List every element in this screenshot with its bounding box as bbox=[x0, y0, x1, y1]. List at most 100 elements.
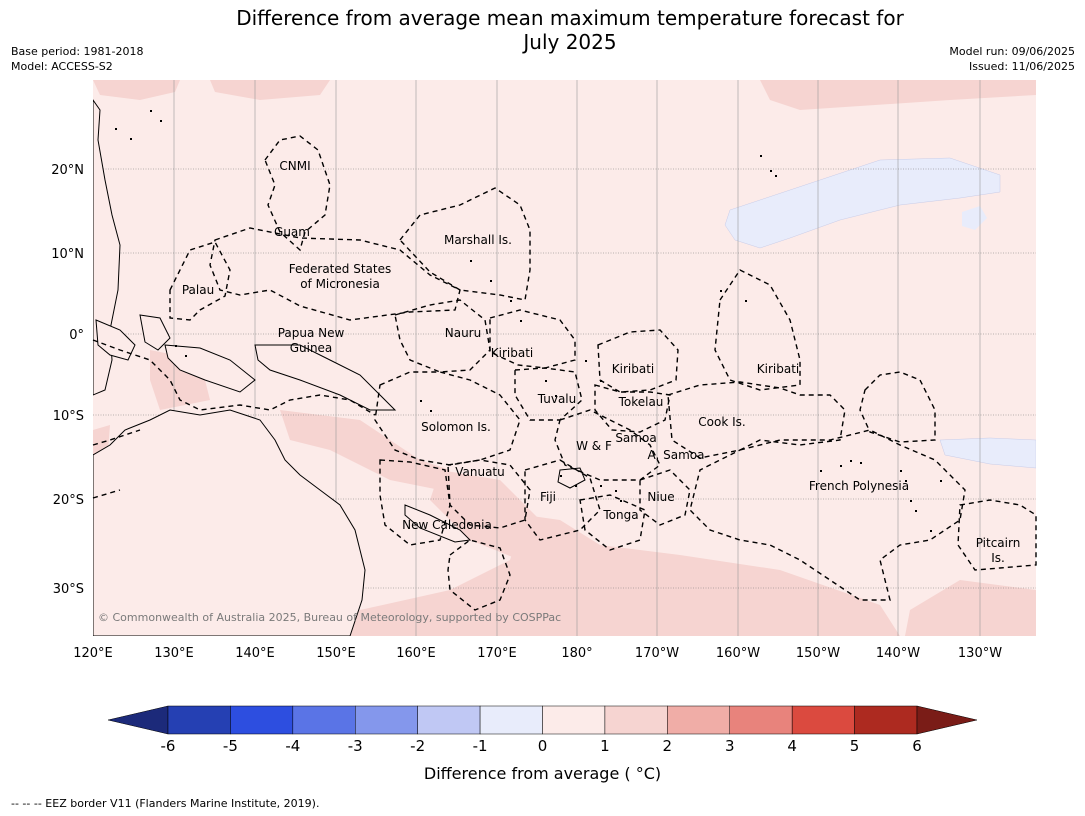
island-dot bbox=[130, 138, 132, 140]
longitude-tick-label: 140°W bbox=[876, 646, 920, 661]
footnote: -- -- -- EEZ border V11 (Flanders Marine… bbox=[11, 797, 320, 810]
longitude-tick-label: 170°W bbox=[635, 646, 679, 661]
latitude-tick-label: 0° bbox=[69, 328, 84, 343]
copyright-text: © Commonwealth of Australia 2025, Bureau… bbox=[98, 611, 561, 624]
colorbar-tick-label: 4 bbox=[787, 737, 797, 755]
longitude-labels: 120°E 130°E 140°E 150°E 160°E 170°E 180° 170°W 1… bbox=[73, 646, 1002, 661]
longitude-tick-label: 160°W bbox=[716, 646, 760, 661]
island-dot bbox=[915, 510, 917, 512]
colorbar-segment bbox=[479, 705, 543, 735]
colorbar-tick-label: 5 bbox=[850, 737, 860, 755]
island-dot bbox=[850, 460, 852, 462]
island-dot bbox=[905, 480, 907, 482]
region-label: Marshall Is. bbox=[444, 233, 512, 247]
longitude-tick-label: 140°E bbox=[235, 646, 275, 661]
region-label: of Micronesia bbox=[300, 277, 380, 291]
colorbar-tick-label: -6 bbox=[161, 737, 176, 755]
colorbar-tick-label: 6 bbox=[912, 737, 922, 755]
colorbar-segment bbox=[604, 705, 668, 735]
region-label: New Caledonia bbox=[402, 518, 492, 532]
region-label: Guam bbox=[274, 225, 310, 239]
region-label: Kiribati bbox=[757, 362, 799, 376]
island-dot bbox=[555, 395, 557, 397]
coastlines bbox=[93, 99, 586, 636]
chart-title: Difference from average mean maximum tem… bbox=[0, 6, 1085, 54]
title-line-2: July 2025 bbox=[523, 30, 617, 54]
island-dot bbox=[520, 320, 522, 322]
island-dot bbox=[160, 120, 162, 122]
island-dot bbox=[175, 345, 177, 347]
island-dot bbox=[930, 530, 932, 532]
region-label: Federated States bbox=[289, 262, 391, 276]
island-dot bbox=[600, 485, 602, 487]
meta-right: Model run: 09/06/2025 Issued: 11/06/2025 bbox=[949, 44, 1075, 74]
islands bbox=[115, 110, 942, 532]
colorbar-tick-label: -5 bbox=[223, 737, 238, 755]
region-label: Samoa bbox=[615, 431, 656, 445]
island-dot bbox=[115, 128, 117, 130]
island-dot bbox=[775, 175, 777, 177]
region-label: Vanuatu bbox=[455, 465, 505, 479]
colorbar-segment bbox=[542, 705, 606, 735]
model-run: Model run: 09/06/2025 bbox=[949, 45, 1075, 58]
colorbar-segment bbox=[167, 705, 231, 735]
eez-borders bbox=[92, 135, 1037, 611]
region-label: Kiribati bbox=[612, 362, 654, 376]
region-label: Is. bbox=[991, 551, 1005, 565]
region-label: A. Samoa bbox=[648, 448, 705, 462]
colorbar-tick-label: -1 bbox=[473, 737, 488, 755]
region-label: Guinea bbox=[290, 341, 333, 355]
colorbar-segment bbox=[791, 705, 855, 735]
island-dot bbox=[900, 470, 902, 472]
colorbar-segment bbox=[667, 705, 730, 735]
colorbar-tick-label: -4 bbox=[285, 737, 300, 755]
colorbar-over-triangle bbox=[916, 705, 978, 735]
latitude-tick-label: 30°S bbox=[53, 582, 84, 597]
region-label: Tonga bbox=[602, 508, 638, 522]
island-dot bbox=[615, 490, 617, 492]
colorbar-tick-label: 2 bbox=[663, 737, 673, 755]
issued-date: Issued: 11/06/2025 bbox=[968, 60, 1075, 73]
region-label: Niue bbox=[647, 490, 674, 504]
longitude-tick-label: 130°W bbox=[958, 646, 1002, 661]
colorbar-segment bbox=[292, 705, 356, 735]
latitude-tick-label: 20°S bbox=[53, 493, 84, 508]
colorbar-tick-label: -2 bbox=[410, 737, 425, 755]
island-dot bbox=[560, 475, 562, 477]
region-label: Nauru bbox=[445, 326, 481, 340]
island-dot bbox=[760, 155, 762, 157]
longitude-tick-label: 150°W bbox=[796, 646, 840, 661]
longitude-tick-label: 170°E bbox=[477, 646, 517, 661]
island-dot bbox=[470, 260, 472, 262]
longitude-tick-label: 160°E bbox=[396, 646, 436, 661]
colorbar-segment bbox=[355, 705, 418, 735]
region-label: Papua New bbox=[278, 326, 345, 340]
region-label: Pitcairn bbox=[976, 536, 1021, 550]
region-label: W & F bbox=[576, 439, 612, 453]
island-dot bbox=[490, 280, 492, 282]
island-dot bbox=[185, 355, 187, 357]
meta-left: Base period: 1981-2018 Model: ACCESS-S2 bbox=[11, 44, 143, 74]
map-grid bbox=[93, 80, 1036, 636]
colorbar-under-triangle bbox=[107, 705, 169, 735]
colorbar-tick-label: 3 bbox=[725, 737, 735, 755]
region-label: Tokelau bbox=[618, 395, 664, 409]
latitude-labels: 20°N 10°N 0° 10°S 20°S 30°S bbox=[51, 163, 84, 597]
colorbar-segment bbox=[230, 705, 294, 735]
title-line-1: Difference from average mean maximum tem… bbox=[236, 6, 904, 30]
island-dot bbox=[600, 380, 602, 382]
latitude-tick-label: 10°N bbox=[51, 247, 84, 262]
island-dot bbox=[820, 470, 822, 472]
island-dot bbox=[840, 465, 842, 467]
model-name: Model: ACCESS-S2 bbox=[11, 60, 113, 73]
island-dot bbox=[745, 300, 747, 302]
colorbar-segment bbox=[854, 705, 918, 735]
region-label: Kiribati bbox=[491, 346, 533, 360]
region-label: French Polynesia bbox=[809, 479, 909, 493]
region-label: Tuvalu bbox=[537, 392, 577, 406]
island-dot bbox=[910, 500, 912, 502]
colorbar-tick-label: -3 bbox=[348, 737, 363, 755]
base-period: Base period: 1981-2018 bbox=[11, 45, 144, 58]
